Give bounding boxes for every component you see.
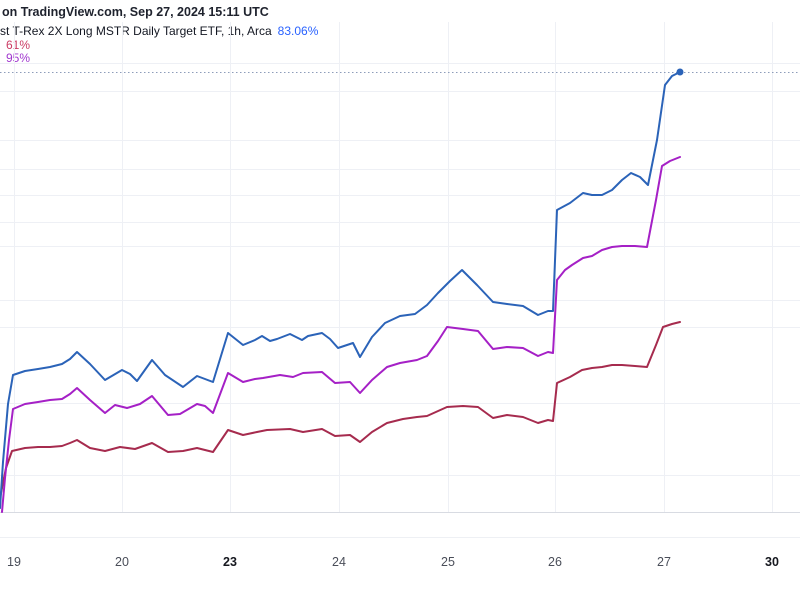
x-axis-label: 19 bbox=[7, 555, 21, 569]
series-line-red-compare-series bbox=[0, 321, 681, 499]
series-line-t-rex-2x-long-mstr-etf bbox=[0, 71, 681, 509]
x-axis-label: 30 bbox=[765, 555, 779, 569]
legend-row-main[interactable]: st T-Rex 2X Long MSTR Daily Target ETF, … bbox=[0, 24, 319, 39]
legend: st T-Rex 2X Long MSTR Daily Target ETF, … bbox=[0, 24, 319, 66]
time-axis[interactable]: 19 20 23 24 25 26 27 30 bbox=[0, 555, 800, 575]
compare-2-change-percent: 95% bbox=[6, 51, 31, 65]
x-axis-label: 27 bbox=[657, 555, 671, 569]
x-axis-label: 25 bbox=[441, 555, 455, 569]
legend-row-compare-1[interactable]: 61% bbox=[0, 37, 318, 53]
attribution-text: on TradingView.com, Sep 27, 2024 15:11 U… bbox=[2, 5, 269, 19]
last-price-dot bbox=[676, 68, 684, 76]
x-axis-label: 26 bbox=[548, 555, 562, 569]
x-axis-label: 23 bbox=[223, 555, 237, 569]
symbol-change-percent: 83.06% bbox=[277, 24, 319, 38]
symbol-title: st T-Rex 2X Long MSTR Daily Target ETF, … bbox=[0, 24, 272, 38]
x-axis-label: 24 bbox=[332, 555, 346, 569]
series-line-purple-compare-series bbox=[1, 156, 681, 513]
legend-row-compare-2[interactable]: 95% bbox=[0, 51, 318, 66]
x-axis-label: 20 bbox=[115, 555, 129, 569]
compare-1-change-percent: 61% bbox=[6, 37, 31, 52]
